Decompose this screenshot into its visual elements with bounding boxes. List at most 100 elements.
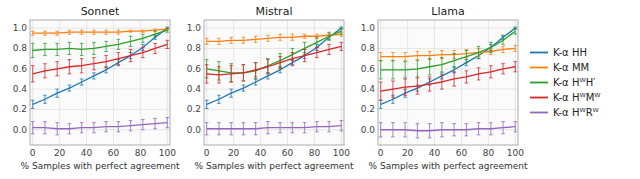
x-tick-label: 40 <box>255 148 267 158</box>
series-line <box>381 28 516 104</box>
series-line <box>33 123 168 129</box>
grid-line <box>204 48 344 49</box>
grid-line <box>204 109 344 110</box>
grid-line <box>30 129 170 130</box>
y-tick-label: 0.6 <box>13 64 28 74</box>
series-line <box>33 44 168 73</box>
y-tick-label: 0.0 <box>361 125 376 135</box>
grid-line <box>378 28 518 29</box>
legend-label: K-α HᵂRᵂ <box>553 107 600 118</box>
x-tick-label: 100 <box>507 148 524 158</box>
plot-frame <box>378 20 518 145</box>
y-tick-label: 0.6 <box>187 64 202 74</box>
grid-line <box>378 109 518 110</box>
grid-line <box>287 20 288 145</box>
legend-label: K-α HᵂMᵂ <box>553 92 601 103</box>
x-tick-label: 40 <box>429 148 441 158</box>
title: Sonnet <box>81 5 120 18</box>
x-tick-label: 60 <box>282 148 294 158</box>
grid-line <box>204 89 344 90</box>
y-tick-label: 0.0 <box>13 125 28 135</box>
x-tick-label: 0 <box>378 148 384 158</box>
x-tick-label: 40 <box>81 148 93 158</box>
legend-swatch <box>530 82 548 84</box>
legend-label: K-α MM <box>553 62 589 73</box>
series-line <box>33 29 168 33</box>
y-tick-label: 0.8 <box>361 43 376 53</box>
plot-background <box>204 20 344 145</box>
x-tick-label: 20 <box>54 148 66 158</box>
title: Llama <box>431 5 464 18</box>
x-tick-label: 80 <box>309 148 321 158</box>
y-tick-label: 1.0 <box>187 23 202 33</box>
grid-line <box>30 109 170 110</box>
plot-frame <box>30 20 170 145</box>
legend-swatch <box>530 52 548 54</box>
x-tick-label: 100 <box>333 148 350 158</box>
panel: 0.00.20.40.60.81.0020406080100Sonnet% Sa… <box>13 5 180 171</box>
y-tick-label: 0.8 <box>187 43 202 53</box>
x-tick-label: 80 <box>135 148 147 158</box>
y-tick-label: 0.8 <box>13 43 28 53</box>
series-line <box>207 46 342 74</box>
y-tick-label: 1.0 <box>13 23 28 33</box>
chart: 0.0 0.2 0.4 0.6 0.8 1.0 0 20 40 60 80 100 Sonnet % Sa… <box>0 0 640 179</box>
y-tick-label: 0.0 <box>187 125 202 135</box>
grid-line <box>204 68 344 69</box>
legend-label: K-α HᵂH′ <box>553 77 596 88</box>
grid-line <box>30 68 170 69</box>
y-tick-label: 0.4 <box>13 84 28 94</box>
y-tick-label: 0.2 <box>187 104 201 114</box>
data-group <box>31 27 169 135</box>
series-line <box>207 28 342 104</box>
legend-label: K-α HH <box>553 47 587 58</box>
legend-swatch <box>530 97 548 99</box>
grid-line <box>378 48 518 49</box>
grid-line <box>30 28 170 29</box>
grid-line <box>378 68 518 69</box>
series-line <box>33 28 168 104</box>
grid-line <box>233 20 234 145</box>
plot-background <box>30 20 170 145</box>
y-tick-label: 0.6 <box>361 64 376 74</box>
grid-line <box>204 129 344 130</box>
legend-swatch <box>530 67 548 69</box>
x-tick-label: 80 <box>483 148 495 158</box>
series-line <box>381 31 516 70</box>
series-line <box>381 67 516 91</box>
grid-line <box>86 20 87 145</box>
y-tick-label: 0.4 <box>361 84 376 94</box>
grid-line <box>30 89 170 90</box>
grid-line <box>461 20 462 145</box>
series-line <box>381 48 516 56</box>
x-axis-label: % Samples with perfect agreement <box>369 161 528 171</box>
grid-line <box>407 20 408 145</box>
grid-line <box>30 48 170 49</box>
grid-line <box>488 20 489 145</box>
x-tick-label: 20 <box>402 148 414 158</box>
y-tick-label: 0.4 <box>187 84 202 94</box>
data-group <box>379 27 517 138</box>
series-line <box>207 126 342 129</box>
plot-background <box>378 20 518 145</box>
x-tick-label: 60 <box>456 148 468 158</box>
x-axis-label: % Samples with perfect agreement <box>195 161 354 171</box>
y-tick-label: 1.0 <box>361 23 376 33</box>
data-group <box>205 27 343 135</box>
x-tick-label: 0 <box>204 148 210 158</box>
x-axis-label: % Samples with perfect agreement <box>21 161 180 171</box>
panel: 0.00.20.40.60.81.0020406080100Mistral% S… <box>187 5 354 171</box>
series-line <box>381 127 516 131</box>
x-tick-label: 20 <box>228 148 240 158</box>
grid-line <box>59 20 60 145</box>
legend-swatch <box>530 112 548 114</box>
x-tick-label: 100 <box>159 148 176 158</box>
plot-frame <box>204 20 344 145</box>
y-tick-label: 0.2 <box>13 104 27 114</box>
legend: K-α HH K-α MM K-α HᵂH′ K-α HᵂMᵂ K-α HᵂRᵂ <box>530 47 601 118</box>
y-tick-label: 0.2 <box>361 104 375 114</box>
grid-line <box>204 28 344 29</box>
panel: 0.0 0.2 0.4 0.6 0.8 1.0 0 20 40 60 80 100 Llama % Sam… <box>361 5 528 171</box>
x-tick-label: 0 <box>30 148 36 158</box>
series-line <box>33 30 168 50</box>
